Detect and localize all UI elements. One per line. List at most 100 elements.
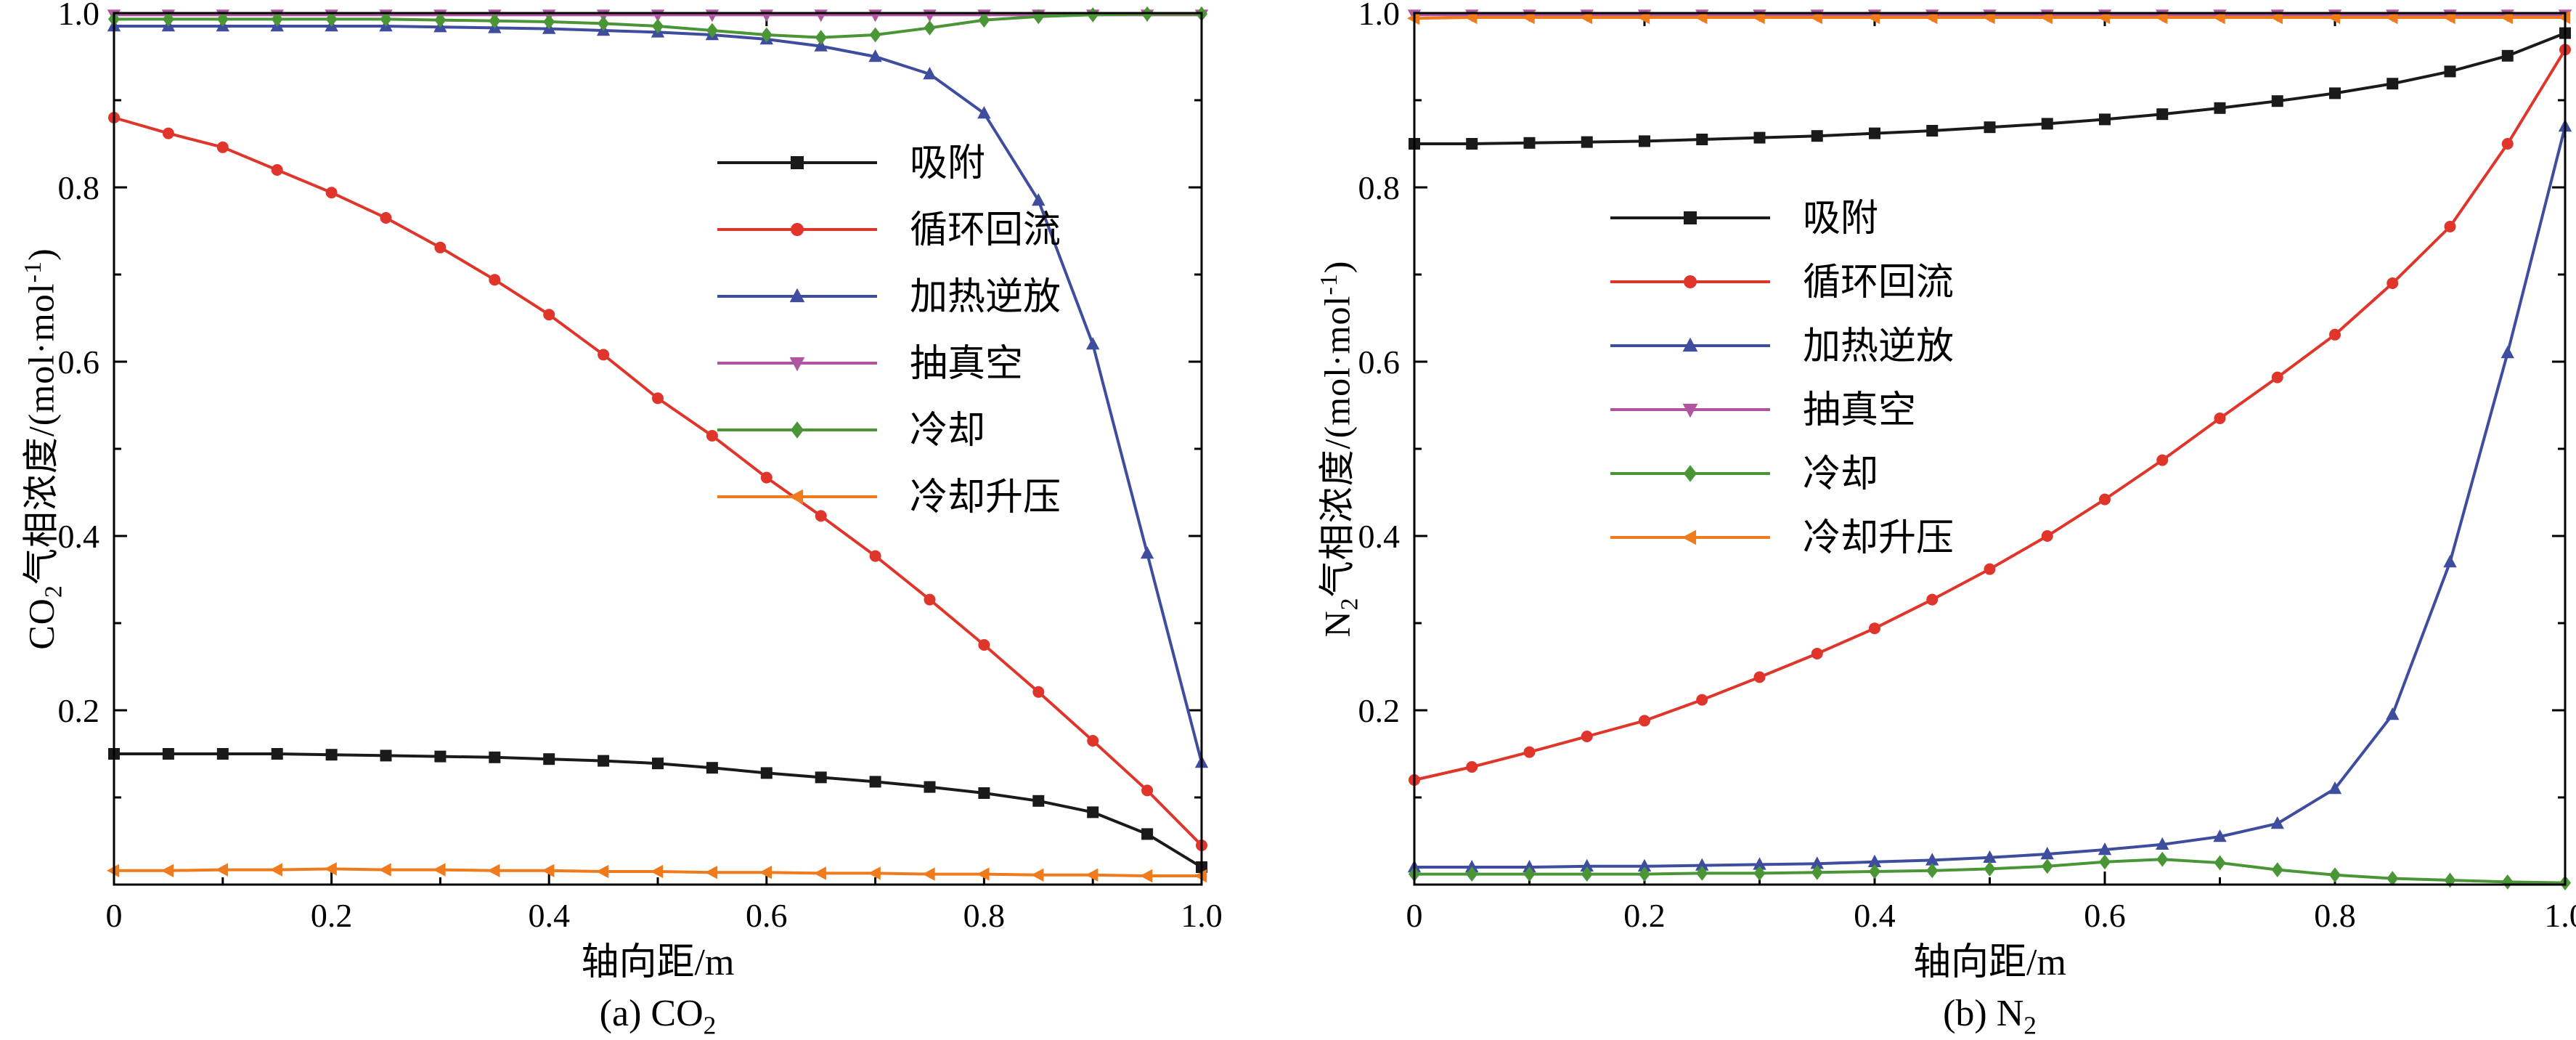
marker-square <box>1753 131 1766 144</box>
marker-circle <box>1523 746 1536 758</box>
marker-triangle-left <box>542 864 555 877</box>
marker-triangle-up <box>1925 853 1939 866</box>
marker-diamond <box>815 30 827 45</box>
chart-n2: 0 0.2 0.4 0.6 0.8 1.0 0.2 0.4 0.6 0.8 1.0 吸附循环回流加热逆… <box>1288 0 2576 1040</box>
marker-diamond <box>162 12 174 27</box>
marker-square <box>380 749 392 762</box>
marker-diamond <box>1984 861 1996 877</box>
x-tick-label: 0.6 <box>2084 897 2126 934</box>
y-tick-label: 0.8 <box>1358 169 1401 206</box>
marker-diamond <box>869 27 881 43</box>
marker-circle <box>1753 671 1766 683</box>
marker-triangle-up <box>2213 829 2227 842</box>
y-tick-label: 0.6 <box>58 344 100 381</box>
series-cooling <box>108 6 1207 45</box>
series-line-recirculation <box>1414 49 2567 781</box>
marker-triangle-left <box>651 864 664 879</box>
marker-square <box>1696 134 1708 145</box>
y-label-species: N <box>1316 610 1358 638</box>
series-recirculation <box>108 112 1207 851</box>
legend-label-heating-desorption: 加热逆放 <box>1803 326 1954 367</box>
marker-circle <box>652 392 664 405</box>
marker-square <box>2501 49 2514 62</box>
legend-label-cooling-pressurization: 冷却升压 <box>1803 518 1954 559</box>
marker-triangle-up <box>1983 850 1997 863</box>
n2-caption: (b) N2 <box>1414 992 2565 1040</box>
marker-diamond <box>1639 866 1650 882</box>
marker-square <box>2444 65 2456 78</box>
marker-diamond <box>2214 855 2226 871</box>
marker-diamond <box>978 12 990 28</box>
marker-circle <box>978 639 990 651</box>
marker-square <box>869 776 881 788</box>
legend-label-recirculation: 循环回流 <box>910 210 1061 251</box>
marker-triangle-up <box>2040 847 2054 860</box>
marker-triangle-up <box>2443 555 2457 568</box>
marker-square <box>1141 828 1154 840</box>
marker-square <box>2329 87 2341 99</box>
marker-square <box>598 755 610 767</box>
marker-triangle-up <box>1523 860 1536 873</box>
marker-triangle-up <box>868 49 882 62</box>
marker-square <box>1639 135 1650 147</box>
n2-plot-canvas: 0 0.2 0.4 0.6 0.8 1.0 0.2 0.4 0.6 0.8 1.0 吸附循环回流加热逆… <box>1358 0 2576 934</box>
marker-diamond <box>2271 862 2283 877</box>
series-recirculation <box>1409 44 2571 786</box>
marker-triangle-left <box>922 867 935 881</box>
marker-circle <box>2387 277 2399 289</box>
legend-marker-triangle-up <box>789 288 805 303</box>
marker-circle <box>1984 563 1996 575</box>
marker-square <box>271 748 283 760</box>
marker-triangle-up <box>1810 856 1824 869</box>
y-tick-label: 0.8 <box>58 169 100 206</box>
marker-diamond <box>2156 851 2169 867</box>
co2-plot-canvas: 0 0.2 0.4 0.6 0.8 1.0 0.2 0.4 0.6 0.8 1.0 吸附循环回流加热逆… <box>58 0 1223 934</box>
legend-label-vacuum: 抽真空 <box>1803 390 1916 431</box>
marker-circle <box>1087 735 1099 747</box>
y-tick-label: 0.2 <box>1358 692 1401 729</box>
marker-circle <box>2099 493 2111 505</box>
marker-triangle-up <box>1580 858 1594 872</box>
marker-triangle-left <box>215 863 228 877</box>
marker-triangle-left <box>977 867 990 881</box>
marker-circle <box>271 164 283 176</box>
marker-diamond <box>1926 863 1939 879</box>
marker-triangle-left <box>433 863 446 877</box>
marker-circle <box>2444 221 2456 232</box>
y-tick-label: 0.4 <box>1358 518 1401 555</box>
n2-x-axis-label: 轴向距/m <box>1913 942 2066 983</box>
marker-square <box>652 757 664 770</box>
marker-diamond <box>2329 867 2341 883</box>
marker-circle <box>1926 593 1939 606</box>
marker-diamond <box>2041 858 2053 874</box>
x-tick-label: 0.8 <box>963 897 1006 934</box>
co2-y-axis-label: CO2气相浓度/(mol·mol-1) <box>12 248 68 649</box>
marker-square <box>2041 118 2053 130</box>
y-label-close: ) <box>1316 260 1358 274</box>
x-tick-label: 0.6 <box>746 897 788 934</box>
marker-diamond <box>489 13 501 29</box>
marker-diamond <box>598 16 610 31</box>
legend-marker-square <box>1684 211 1697 224</box>
marker-diamond <box>325 12 338 27</box>
y-label-superscript: -1 <box>19 261 46 283</box>
marker-triangle-up <box>2156 837 2169 850</box>
marker-triangle-left <box>324 862 337 876</box>
legend-label-recirculation: 循环回流 <box>1803 262 1954 304</box>
marker-square <box>489 751 501 763</box>
marker-circle <box>216 141 229 153</box>
marker-triangle-up <box>1753 857 1766 870</box>
marker-circle <box>1811 648 1823 659</box>
marker-square <box>216 748 229 760</box>
marker-circle <box>2271 371 2283 383</box>
x-tick-label: 0.4 <box>1854 897 1896 934</box>
marker-square <box>434 750 447 763</box>
marker-circle <box>1869 622 1880 635</box>
marker-circle <box>162 127 174 139</box>
marker-diamond <box>2387 871 2399 886</box>
marker-circle <box>598 349 610 361</box>
legend-marker-triangle-left <box>788 489 804 505</box>
marker-triangle-left <box>1031 868 1044 882</box>
